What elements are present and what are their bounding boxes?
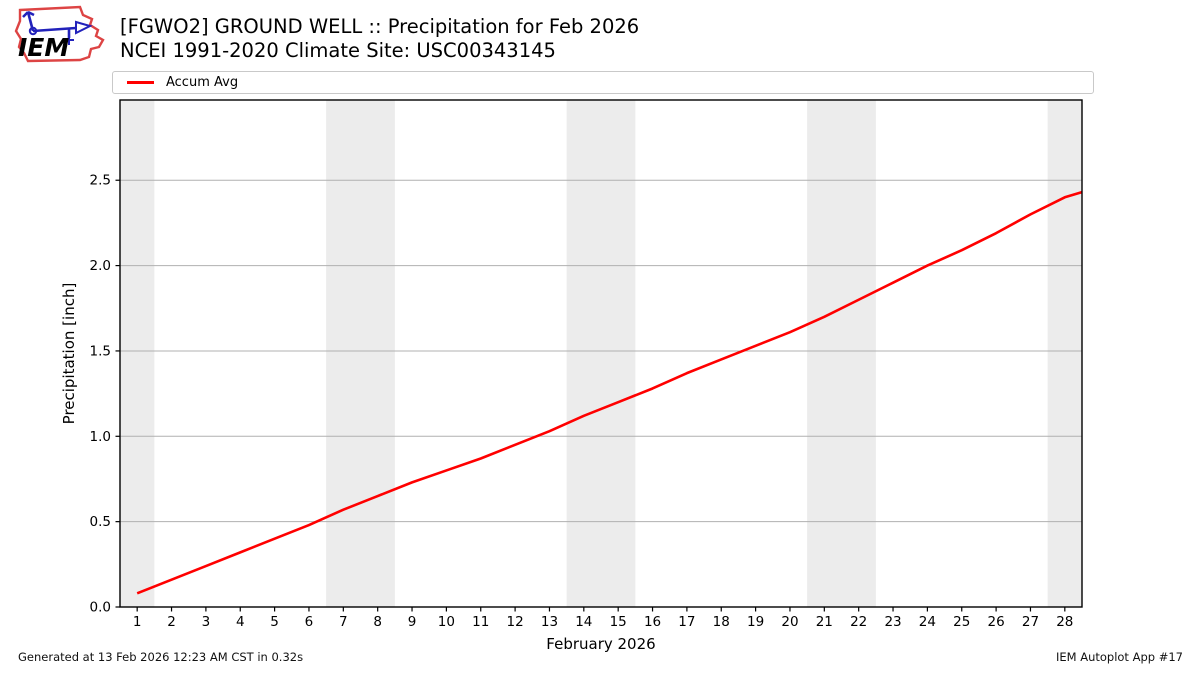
x-tick-label: 26 xyxy=(988,614,1005,630)
x-tick-label: 3 xyxy=(202,614,211,630)
weekend-band xyxy=(566,100,636,607)
chart-subtitle: NCEI 1991-2020 Climate Site: USC00343145 xyxy=(120,38,556,62)
chart-legend: Accum Avg xyxy=(112,71,1094,94)
x-tick-label: 22 xyxy=(850,614,867,630)
x-tick-label: 6 xyxy=(305,614,314,630)
x-tick-label: 28 xyxy=(1056,614,1073,630)
x-tick-label: 18 xyxy=(713,614,730,630)
x-tick-label: 25 xyxy=(953,614,970,630)
weekend-band xyxy=(807,100,876,607)
x-tick-label: 5 xyxy=(270,614,279,630)
x-tick-label: 12 xyxy=(507,614,524,630)
y-tick-label: 0.0 xyxy=(90,600,111,616)
x-tick-label: 14 xyxy=(575,614,592,630)
y-tick-label: 1.5 xyxy=(90,343,111,359)
weather-station-icon xyxy=(22,10,93,45)
x-tick-label: 27 xyxy=(1022,614,1039,630)
x-tick-label: 9 xyxy=(408,614,417,630)
x-tick-label: 11 xyxy=(472,614,489,630)
plot-border xyxy=(119,99,1083,608)
x-tick-label: 19 xyxy=(747,614,764,630)
iem-logo: IEM xyxy=(14,5,105,63)
x-tick-label: 16 xyxy=(644,614,661,630)
weekend-band xyxy=(326,100,395,607)
y-tick-label: 0.5 xyxy=(90,514,111,530)
accum-avg-line xyxy=(136,190,1083,595)
x-tick-label: 7 xyxy=(339,614,348,630)
x-tick-label: 24 xyxy=(919,614,936,630)
x-tick-label: 23 xyxy=(884,614,901,630)
x-tick-label: 17 xyxy=(678,614,695,630)
y-tick-label: 2.0 xyxy=(90,258,111,274)
y-axis-label: Precipitation [inch] xyxy=(60,283,78,425)
x-tick-label: 13 xyxy=(541,614,558,630)
x-tick-label: 10 xyxy=(438,614,455,630)
x-tick-label: 4 xyxy=(236,614,245,630)
chart-title: [FGWO2] GROUND WELL :: Precipitation for… xyxy=(120,15,640,38)
x-axis-label: February 2026 xyxy=(546,635,655,653)
x-tick-label: 20 xyxy=(781,614,798,630)
y-tick-label: 2.5 xyxy=(90,173,111,189)
x-tick-label: 2 xyxy=(167,614,176,630)
x-tick-label: 15 xyxy=(610,614,627,630)
x-tick-label: 1 xyxy=(133,614,142,630)
chart-title-block: [FGWO2] GROUND WELL :: Precipitation for… xyxy=(120,15,639,62)
weekend-band xyxy=(120,100,155,607)
generated-timestamp: Generated at 13 Feb 2026 12:23 AM CST in… xyxy=(18,650,304,664)
x-tick-label: 8 xyxy=(373,614,382,630)
logo-iem-text: IEM xyxy=(18,33,69,62)
weekend-band xyxy=(1047,100,1082,607)
iowa-outline-icon xyxy=(14,5,105,63)
legend-label-accum-avg: Accum Avg xyxy=(166,75,239,90)
accum-avg-line-swatch-icon xyxy=(127,81,154,84)
autoplot-app-credit: IEM Autoplot App #17 xyxy=(1055,650,1183,664)
y-tick-label: 1.0 xyxy=(90,429,111,445)
x-tick-label: 21 xyxy=(816,614,833,630)
